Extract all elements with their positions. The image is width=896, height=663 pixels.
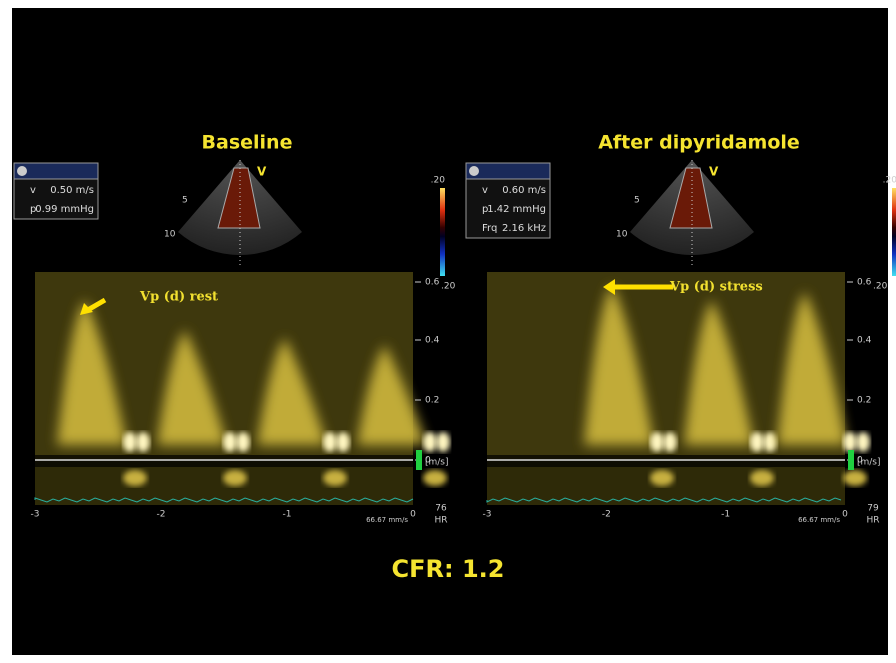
dark-band — [35, 455, 413, 467]
sector-label: 10 — [164, 230, 176, 240]
arrow-head — [80, 303, 93, 315]
sector-label: V — [709, 165, 719, 179]
flow-burst — [136, 432, 150, 452]
color-roi — [217, 167, 261, 229]
flow-envelope — [257, 338, 327, 445]
flow-burst — [323, 432, 337, 452]
hr-value: 79 — [867, 504, 879, 514]
colorbar-label: .20 — [431, 176, 446, 186]
flow-burst — [750, 432, 764, 452]
annotation: Vp (d) rest — [139, 290, 218, 305]
reverse-flow — [750, 470, 774, 486]
hr-label: HR — [434, 516, 447, 526]
sector-label: 10 — [616, 230, 628, 240]
info-value: 1.42 mmHg — [487, 204, 546, 215]
flow-burst — [123, 432, 137, 452]
info-icon — [17, 166, 27, 176]
info-value: 2.16 kHz — [502, 223, 546, 234]
colorbar — [892, 188, 896, 276]
flow-burst — [856, 432, 870, 452]
panel: After dipyridamole v 0.60 m/s p1.42 mmHg Frq… — [465, 132, 896, 526]
y-tick-label: 0 — [857, 456, 863, 466]
y-tick-label: 0.6 — [857, 278, 872, 288]
flow-burst — [436, 432, 450, 452]
x-tick-label: -2 — [602, 510, 611, 520]
info-header — [465, 162, 551, 180]
flow-envelope — [357, 345, 427, 445]
reverse-flow — [223, 470, 247, 486]
x-tick-label: -3 — [31, 510, 40, 520]
unit-label: [m/s] — [425, 458, 449, 468]
flow-envelope — [777, 292, 847, 445]
flow-envelope — [584, 285, 654, 445]
flow-burst — [663, 432, 677, 452]
info-value: 0.50 m/s — [50, 185, 94, 196]
info-key: p — [30, 204, 36, 215]
unit-label: [m/s] — [857, 458, 881, 468]
unit-marker — [416, 450, 422, 470]
info-header — [13, 162, 99, 180]
cfr-label: CFR: 1.2 — [392, 555, 505, 583]
x-tick-label: -3 — [483, 510, 492, 520]
info-value: 0.99 mmHg — [35, 204, 94, 215]
annotation: Vp (d) stress — [669, 280, 763, 295]
colorbar — [440, 188, 445, 276]
top-scale: .20 — [441, 282, 456, 292]
sweep-speed: 66.67 mm/s — [798, 516, 840, 524]
reverse-flow — [650, 470, 674, 486]
x-tick-label: 0 — [410, 510, 416, 520]
flow-burst — [336, 432, 350, 452]
unit-marker — [848, 450, 854, 470]
flow-burst — [650, 432, 664, 452]
panel-title: Baseline — [202, 132, 293, 154]
flow-burst — [843, 432, 857, 452]
sector-label: 5 — [634, 196, 640, 206]
x-tick-label: -1 — [283, 510, 292, 520]
sweep-speed: 66.67 mm/s — [366, 516, 408, 524]
flow-envelope — [57, 300, 127, 445]
y-tick-label: 0.2 — [857, 396, 871, 406]
hr-label: HR — [866, 516, 879, 526]
info-key: v — [482, 185, 488, 196]
reverse-flow — [323, 470, 347, 486]
sector-label: 5 — [182, 196, 188, 206]
sector-label: V — [257, 165, 267, 179]
arrow-head — [603, 279, 615, 295]
x-tick-label: -2 — [157, 510, 166, 520]
reverse-flow — [123, 470, 147, 486]
reverse-flow — [423, 470, 447, 486]
info-icon — [469, 166, 479, 176]
y-tick-label: 0.6 — [425, 278, 440, 288]
top-scale: .20 — [873, 282, 888, 292]
hr-value: 76 — [435, 504, 447, 514]
y-tick-label: 0.4 — [425, 336, 440, 346]
flow-envelope — [157, 330, 227, 445]
flow-burst — [223, 432, 237, 452]
flow-burst — [236, 432, 250, 452]
info-key: v — [30, 185, 36, 196]
flow-envelope — [684, 300, 754, 445]
info-key: Frq — [482, 223, 497, 234]
dark-band — [487, 455, 845, 467]
x-tick-label: -1 — [721, 510, 730, 520]
flow-burst — [423, 432, 437, 452]
colorbar-label: .20 — [883, 176, 896, 186]
info-key: p — [482, 204, 488, 215]
color-roi — [669, 167, 713, 229]
y-tick-label: 0 — [425, 456, 431, 466]
info-value: 0.60 m/s — [502, 185, 546, 196]
ecg-trace — [486, 497, 842, 503]
y-tick-label: 0.4 — [857, 336, 872, 346]
ecg-trace — [34, 497, 414, 503]
y-tick-label: 0.2 — [425, 396, 439, 406]
flow-burst — [763, 432, 777, 452]
panel-title: After dipyridamole — [598, 132, 800, 154]
reverse-flow — [843, 470, 867, 486]
x-tick-label: 0 — [842, 510, 848, 520]
